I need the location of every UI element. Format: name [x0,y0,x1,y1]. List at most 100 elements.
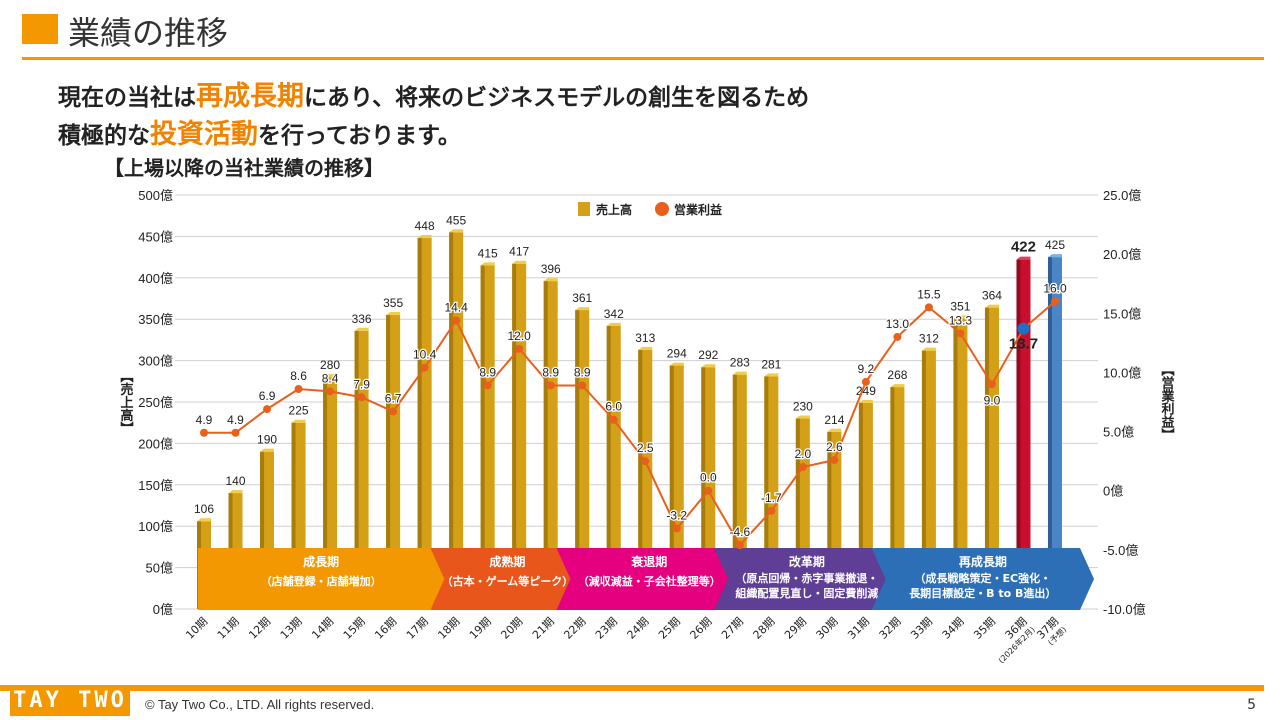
left-tick-label: 450億 [138,229,173,244]
profit-value-label: 4.9 [196,413,213,427]
profit-value-label: 12.0 [508,329,532,343]
profit-value-label: 6.7 [385,391,402,405]
sales-value-label: 283 [730,356,750,370]
x-tick-label: 18期 [435,615,462,642]
x-tick-label: 11期 [215,615,242,642]
lead-text: にあり、将来のビジネスモデルの創生を図るため [304,85,810,111]
legend-profit-label: 営業利益 [674,202,722,217]
lead-line-2: 積極的な投資活動を行っております。 [58,112,461,151]
right-tick-label: 0億 [1103,484,1123,499]
left-tick-label: 500億 [138,188,173,203]
sales-bar-side [827,431,832,609]
sales-bar-side [638,349,643,609]
x-tick-label: 34期 [940,615,967,642]
profit-value-label: 7.9 [353,377,370,391]
phase-name: 成熟期 [489,554,525,569]
profit-value-label: 6.9 [259,389,276,403]
profit-point [924,303,933,312]
legend-sales-label: 売上高 [596,202,632,217]
x-tick-label: 26期 [688,615,715,642]
profit-point [704,486,713,495]
sales-bar-side [417,238,422,609]
profit-point [672,524,681,533]
profit-value-label: 2.5 [637,441,654,455]
chart-title: 【上場以降の当社業績の推移】 [104,156,384,180]
x-tick-label: 27期 [719,615,746,642]
sales-bar-top [512,260,527,264]
profit-point [987,380,996,389]
profit-value-label: -4.6 [729,525,750,539]
profit-point [1051,297,1059,306]
lead-line-1: 現在の当社は再成長期にあり、将来のビジネスモデルの創生を図るため [58,74,809,113]
left-tick-label: 250億 [138,395,173,410]
sales-bar-side [984,307,989,609]
x-tick-label: 25期 [656,615,683,642]
sales-bar-top [228,490,243,494]
sales-value-label: 422 [1011,239,1036,256]
x-tick-label: 30期 [814,615,841,642]
sales-value-label: 214 [824,413,844,427]
sales-value-label: 448 [415,219,435,233]
profit-line [204,300,1056,547]
sales-value-label: 312 [919,332,939,346]
profit-value-label: -3.2 [666,509,687,523]
x-tick-label: 19期 [467,615,494,642]
x-tick-label: 13期 [278,615,305,642]
phase-banner [871,548,1094,610]
sales-bar-top [354,327,369,331]
phase-banner [714,548,900,610]
sales-value-label: 355 [383,296,403,310]
profit-value-label: 8.9 [574,365,591,379]
sales-value-label: 364 [982,289,1002,303]
sales-value-label: 417 [509,245,529,259]
profit-point [546,381,555,390]
lead-highlight: 投資活動 [150,119,258,150]
right-tick-label: -5.0億 [1103,543,1138,558]
sales-value-label: 415 [478,246,498,260]
profit-point [767,506,776,515]
left-tick-label: 350億 [138,312,173,327]
profit-value-label: 13.3 [949,313,973,327]
sales-bar-top [291,419,306,423]
sales-value-label: 342 [604,307,624,321]
x-tick-label: 16期 [372,615,399,642]
phase-desc: （減収減益・子会社整理等） [578,574,721,588]
phase-banner [430,548,585,610]
profit-point [515,344,524,353]
sales-bar-top [1016,256,1031,260]
profit-value-label: 8.9 [479,365,496,379]
sales-bar-top [417,235,432,239]
profit-value-label: 4.9 [227,413,244,427]
phase-name: 衰退期 [630,554,667,569]
page-title: 業績の推移 [68,14,229,52]
sales-value-label: 313 [635,331,655,345]
x-tick-label: 28期 [751,615,778,642]
sales-bar-side [323,377,328,609]
sales-bar-side [890,387,895,609]
sales-value-label: 361 [572,291,592,305]
x-tick-label: 35期 [971,615,998,642]
sales-bar-side [606,325,611,609]
profit-point [294,384,303,393]
profit-point [263,405,272,414]
sales-value-label: 396 [541,262,561,276]
profit-value-label: 10.4 [413,348,437,362]
sales-value-label: 140 [226,474,246,488]
sales-bar-side [354,330,359,609]
right-axis-title: 【営業利益】 [1159,363,1176,441]
sales-bar-side [543,281,548,609]
profit-point [609,415,618,424]
sales-value-label: 281 [761,357,781,371]
x-tick-label: 23期 [593,615,620,642]
phase-desc: （原点回帰・赤字事業撤退・ [735,571,878,585]
sales-bar-side [512,263,517,609]
x-tick-label: 22期 [561,615,588,642]
phase-name: 改革期 [789,554,825,569]
company-logo: TAY TWO [10,686,130,716]
lead-text: 積極的な [58,123,150,149]
right-tick-label: 20.0億 [1103,247,1141,262]
right-tick-label: 10.0億 [1103,365,1141,380]
x-tick-label: 17期 [404,615,431,642]
sales-bar-top [795,415,810,419]
